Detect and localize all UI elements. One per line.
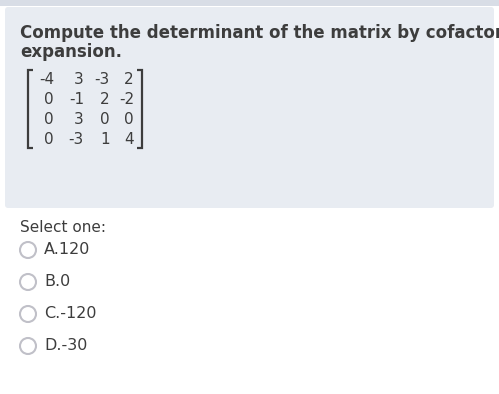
Text: A.120: A.120 bbox=[44, 242, 90, 256]
Text: D.-30: D.-30 bbox=[44, 338, 87, 353]
Text: 0: 0 bbox=[124, 112, 134, 127]
Text: 3: 3 bbox=[74, 72, 84, 87]
Text: -3: -3 bbox=[69, 132, 84, 147]
Text: 2: 2 bbox=[100, 92, 110, 107]
Text: 0: 0 bbox=[44, 112, 54, 127]
Text: -2: -2 bbox=[119, 92, 134, 107]
Text: B.0: B.0 bbox=[44, 273, 70, 288]
Text: 0: 0 bbox=[100, 112, 110, 127]
FancyBboxPatch shape bbox=[5, 7, 494, 208]
Text: C.-120: C.-120 bbox=[44, 305, 96, 320]
Text: Compute the determinant of the matrix by cofactor: Compute the determinant of the matrix by… bbox=[20, 24, 499, 42]
Text: -4: -4 bbox=[39, 72, 54, 87]
Bar bbox=[0, 0, 499, 6]
Text: 4: 4 bbox=[124, 132, 134, 147]
Text: 0: 0 bbox=[44, 92, 54, 107]
Text: 3: 3 bbox=[74, 112, 84, 127]
Text: Select one:: Select one: bbox=[20, 220, 106, 235]
Text: 0: 0 bbox=[44, 132, 54, 147]
Text: 2: 2 bbox=[124, 72, 134, 87]
Text: -3: -3 bbox=[95, 72, 110, 87]
Text: -1: -1 bbox=[69, 92, 84, 107]
Text: 1: 1 bbox=[100, 132, 110, 147]
Text: expansion.: expansion. bbox=[20, 43, 122, 61]
